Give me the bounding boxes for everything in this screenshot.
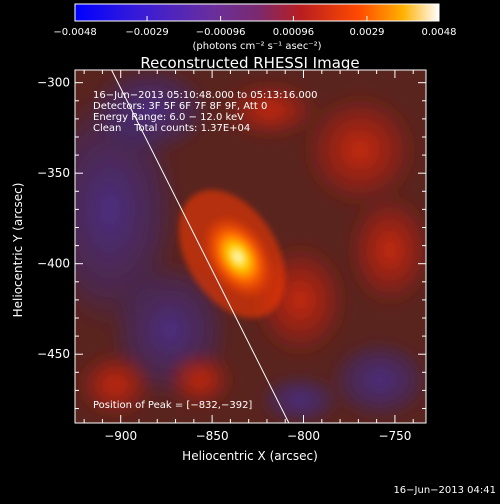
colorbar-tick-label: −0.0048: [53, 27, 96, 38]
x-tick-label: −900: [104, 429, 137, 443]
x-tick-label: −750: [378, 429, 411, 443]
solar-limb-line: [111, 70, 290, 423]
peak-position-label: Position of Peak = [−832,−392]: [93, 400, 252, 411]
heatmap-region-red: [300, 90, 420, 210]
y-tick-label: −300: [37, 76, 70, 90]
x-tick-label: −800: [287, 429, 320, 443]
heatmap-region-purple: [260, 375, 340, 423]
y-tick-label: −450: [37, 347, 70, 361]
heatmap-region-red: [165, 350, 235, 410]
colorbar-ticks: −0.0048 −0.0029 −0.00096 0.00096 0.0029 0.004…: [53, 16, 457, 38]
annotation-clean-counts: Clean Total counts: 1.37E+04: [93, 123, 250, 134]
x-tick-label: −850: [196, 429, 229, 443]
y-axis-label: Heliocentric Y (arcsec): [11, 183, 25, 318]
timestamp: 16−Jun−2013 04:41: [393, 485, 496, 496]
heatmap-region-red: [220, 80, 320, 140]
colorbar: −0.0048 −0.0029 −0.00096 0.00096 0.0029 0.004…: [53, 3, 457, 52]
colorbar-tick-label: 0.0048: [422, 27, 457, 38]
heatmap-region-purple: [90, 70, 210, 155]
x-axis-label: Heliocentric X (arcsec): [182, 449, 318, 463]
heatmap-texture: [75, 70, 426, 423]
colorbar-gradient: [74, 3, 440, 22]
plot-area: [75, 70, 426, 423]
flare-source: [178, 190, 286, 318]
y-tick-label: −350: [37, 166, 70, 180]
colorbar-tick-label: −0.00096: [196, 27, 246, 38]
plot-frame: [74, 69, 427, 424]
y-axis-ticks: −300 −350 −400 −450: [37, 76, 426, 410]
annotation-energy-range: Energy Range: 6.0 − 12.0 keV: [93, 112, 244, 123]
flare-source-core: [202, 214, 274, 300]
colorbar-tick-label: −0.0029: [125, 27, 168, 38]
heatmap-region-red: [75, 350, 155, 420]
annotation-detectors: Detectors: 3F 5F 6F 7F 8F 9F, Att 0: [93, 101, 267, 112]
x-axis-ticks: −900 −850 −800 −750: [83, 70, 414, 443]
annotation-time-range: 16−Jun−2013 05:10:48.000 to 05:13:16.000: [93, 90, 318, 101]
y-tick-label: −400: [37, 257, 70, 271]
annotation-block: 16−Jun−2013 05:10:48.000 to 05:13:16.000…: [93, 90, 318, 134]
colorbar-tick-label: 0.00096: [273, 27, 314, 38]
colorbar-unit-label: (photons cm⁻² s⁻¹ asec⁻²): [192, 41, 321, 52]
heatmap-region-red: [345, 190, 426, 310]
chart-title: Reconstructed RHESSI Image: [140, 54, 359, 72]
colorbar-tick-label: 0.0029: [349, 27, 384, 38]
heatmap-region-purple: [330, 340, 426, 420]
